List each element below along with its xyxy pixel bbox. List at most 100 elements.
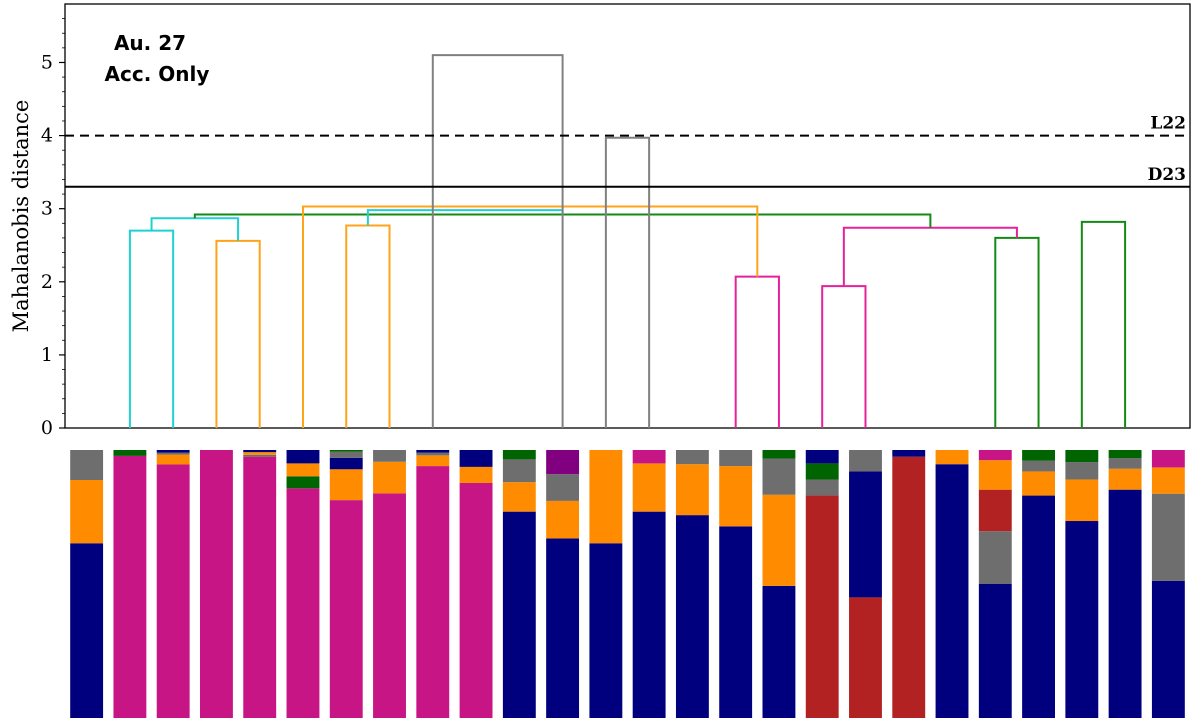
bar-segment-navy	[1108, 489, 1142, 718]
bar-segment-magenta	[286, 488, 320, 718]
bar-segment-orange	[373, 461, 406, 494]
y-tick-label: 1	[41, 344, 53, 366]
bar-segment-navy	[546, 538, 580, 718]
bar-segment-gray	[762, 458, 796, 495]
bar-segment-orange	[762, 494, 796, 586]
annotation-line-1: Au. 27	[114, 31, 186, 55]
bar-segment-navy	[892, 450, 926, 457]
stacked-bar	[632, 450, 666, 718]
stacked-bar	[286, 450, 320, 718]
bar-segment-navy	[1151, 580, 1185, 718]
stacked-bar	[589, 450, 623, 718]
bar-segment-orange	[1151, 467, 1185, 494]
bar-segment-orange	[286, 463, 320, 477]
y-tick-label: 4	[41, 125, 53, 147]
stacked-bar	[243, 450, 277, 718]
stacked-bar	[1108, 450, 1142, 718]
bar-segment-green	[286, 476, 320, 489]
bar-segment-orange	[70, 480, 104, 544]
bar-segment-magenta	[373, 493, 406, 718]
bar-segment-red	[849, 597, 882, 718]
bar-segment-orange	[502, 482, 536, 512]
bar-segment-magenta	[113, 455, 147, 718]
bar-segment-gray	[1108, 458, 1142, 469]
bar-segment-gray	[70, 450, 104, 481]
stacked-bar	[459, 450, 493, 718]
bar-segment-navy	[459, 450, 493, 467]
dendrogram-link	[345, 224, 391, 428]
bar-segment-orange	[589, 450, 623, 544]
bar-segment-orange	[978, 460, 1012, 490]
bar-segment-navy	[632, 511, 666, 718]
stacked-bar	[546, 450, 580, 718]
dendrogram-link	[366, 209, 564, 226]
bar-segment-navy	[286, 450, 320, 464]
bar-segment-orange	[719, 466, 753, 527]
bar-segment-navy	[416, 450, 450, 453]
stacked-bar	[935, 450, 969, 718]
bar-segment-navy	[1022, 495, 1055, 718]
bar-segment-orange	[329, 469, 363, 501]
bar-segment-red	[978, 489, 1012, 532]
dendrogram-link	[734, 275, 780, 428]
bar-segment-magenta	[200, 450, 233, 718]
stacked-bar	[675, 450, 709, 718]
stacked-bar	[892, 450, 926, 718]
bar-segment-navy	[589, 543, 623, 718]
y-tick-label: 2	[41, 271, 53, 293]
stacked-bar	[113, 450, 147, 718]
bar-segment-green	[762, 450, 796, 459]
annotation-line-2: Acc. Only	[105, 62, 210, 86]
dendrogram-link	[128, 229, 175, 428]
bar-segment-orange	[1108, 468, 1142, 490]
bar-segment-gray	[546, 474, 580, 501]
bar-segment-magenta	[416, 466, 450, 718]
stacked-bar	[805, 450, 839, 718]
bar-segment-green	[113, 450, 147, 456]
bar-segment-navy	[849, 471, 882, 598]
stacked-bar	[1065, 450, 1099, 718]
dendrogram-link	[150, 217, 240, 241]
bar-segment-gray	[675, 450, 709, 465]
bar-segment-gray	[502, 459, 536, 483]
dendrogram-link	[604, 136, 651, 428]
bar-segment-green	[805, 463, 839, 480]
stacked-bar	[719, 450, 753, 718]
bar-segment-orange	[459, 466, 493, 483]
dendrogram-link	[842, 226, 1018, 287]
bar-segment-orange	[632, 463, 666, 512]
bar-segment-magenta	[632, 450, 666, 464]
y-tick-label: 0	[41, 417, 53, 439]
stacked-bar	[373, 450, 406, 718]
stacked-bar	[1151, 450, 1185, 718]
stacked-bar	[416, 450, 450, 718]
y-tick-label: 3	[41, 198, 53, 220]
bar-segment-navy	[935, 464, 969, 718]
bar-segment-green	[329, 450, 363, 452]
bar-segment-navy	[762, 585, 796, 718]
bar-segment-navy	[243, 450, 277, 453]
bar-segment-green	[1065, 450, 1099, 463]
bar-segment-orange	[546, 500, 580, 539]
bar-segment-gray	[1065, 462, 1099, 480]
y-axis-title: Mahalanobis distance	[9, 100, 33, 333]
dendrogram-link	[821, 285, 867, 428]
y-tick-label: 5	[41, 51, 53, 73]
bar-segment-navy	[719, 526, 753, 718]
stacked-bar	[502, 450, 536, 718]
dendrogram-link	[301, 205, 759, 428]
stacked-bar	[200, 450, 233, 718]
bar-segment-gray	[416, 452, 450, 456]
stacked-bar	[849, 450, 882, 718]
bar-segment-green	[1108, 450, 1142, 459]
bar-segment-magenta	[243, 456, 277, 718]
bar-segment-gray	[1151, 493, 1185, 581]
stacked-bar	[70, 450, 104, 718]
reference-lines: L22 D23	[65, 114, 1190, 188]
bar-segment-navy	[805, 450, 839, 464]
bar-segment-gray	[373, 450, 406, 462]
dendrogram-link	[431, 54, 564, 428]
bar-segment-magenta	[978, 450, 1012, 461]
reference-label-l22: L22	[1150, 114, 1186, 134]
